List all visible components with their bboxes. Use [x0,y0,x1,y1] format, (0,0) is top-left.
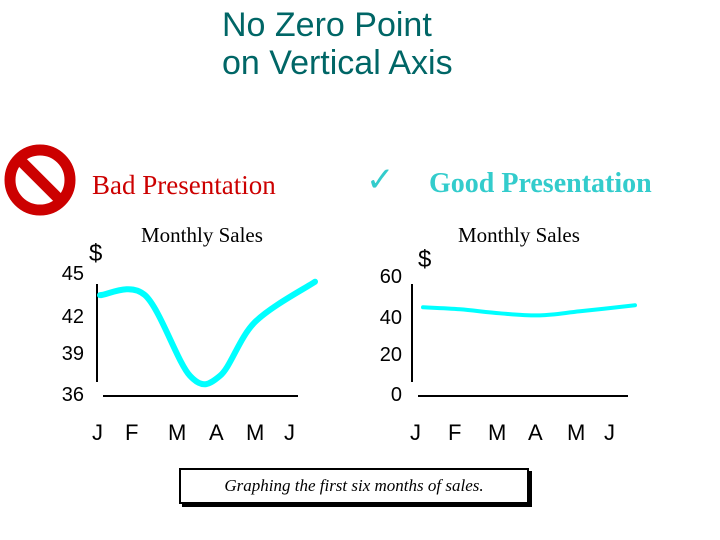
right-month-5: M [567,420,586,445]
left-tick-39: 39 [61,343,84,365]
right-tick-0: 0 [390,384,402,406]
right-tick-40: 40 [379,307,402,329]
bad-presentation-label: Bad Presentation [92,170,276,200]
left-month-4: A [209,420,224,445]
title-line-2: on Vertical Axis [222,44,453,82]
right-tick-60: 60 [379,266,402,288]
right-month-6: J [604,420,615,445]
left-tick-36: 36 [61,384,84,406]
left-month-3: M [168,420,187,445]
left-y-unit: $ [89,240,103,267]
left-tick-42: 42 [61,306,84,328]
left-tick-45: 45 [61,263,84,285]
right-chart-title: Monthly Sales [458,223,580,247]
good-presentation-label: Good Presentation [429,168,652,199]
right-month-1: J [410,420,421,445]
right-y-unit: $ [418,246,432,273]
checkmark-icon: ✓ [366,160,395,200]
left-month-6: J [284,420,295,445]
right-month-2: F [448,420,462,445]
right-month-3: M [488,420,507,445]
left-sales-line [97,278,318,388]
left-month-5: M [246,420,265,445]
right-sales-line [421,303,637,318]
left-month-1: J [92,420,103,445]
caption-box: Graphing the first six months of sales. [179,468,529,504]
right-month-4: A [528,420,543,445]
left-chart-title: Monthly Sales [141,223,263,247]
right-tick-20: 20 [379,344,402,366]
page-title: No Zero Point on Vertical Axis [222,6,542,82]
title-line-1: No Zero Point [222,6,432,44]
prohibited-icon [4,144,76,216]
left-month-2: F [125,420,139,445]
